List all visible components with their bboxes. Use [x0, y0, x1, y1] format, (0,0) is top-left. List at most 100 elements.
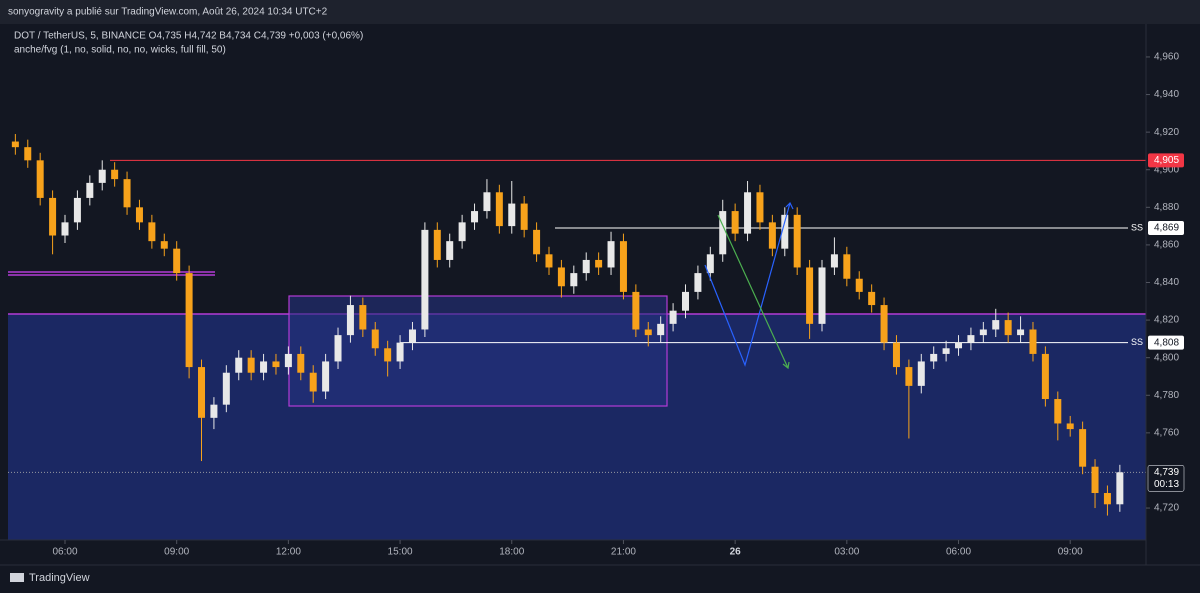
candle-body — [1017, 329, 1025, 336]
countdown: 00:13 — [1154, 479, 1179, 490]
price-label: 4,869 — [1154, 223, 1179, 234]
price-label-box — [1148, 335, 1184, 350]
candle-body — [830, 254, 838, 268]
candle-body — [371, 329, 379, 349]
candle-body — [11, 141, 19, 148]
candle-body — [1054, 399, 1062, 424]
candle-body — [768, 222, 776, 249]
x-tick-label: 03:00 — [834, 547, 859, 558]
candle-body — [98, 169, 106, 183]
candle-body — [520, 203, 528, 230]
x-tick-label: 21:00 — [611, 547, 636, 558]
y-tick-label: 4,860 — [1154, 240, 1179, 251]
header-bar — [0, 0, 1200, 24]
footer: TradingView — [29, 572, 90, 584]
candle-body — [818, 267, 826, 324]
candle-body — [657, 323, 665, 336]
candle-body — [173, 248, 181, 274]
candle-body — [644, 329, 652, 336]
candle-body — [992, 320, 1000, 330]
candle-body — [111, 169, 119, 180]
indicator-line: anche/fvg (1, no, solid, no, no, wicks, … — [14, 45, 226, 56]
candle-body — [905, 367, 913, 386]
candle-body — [1116, 472, 1124, 505]
candle-body — [595, 259, 603, 268]
candle-body — [582, 259, 590, 274]
y-tick-label: 4,960 — [1154, 52, 1179, 63]
candle-body — [222, 372, 230, 405]
price-label-box — [1148, 220, 1184, 235]
candle-body — [1041, 353, 1049, 400]
candle-body — [607, 241, 615, 268]
candle-body — [756, 192, 764, 223]
candle-body — [781, 214, 789, 249]
x-tick-label: 18:00 — [499, 547, 524, 558]
candle-body — [86, 182, 94, 198]
candle-body — [669, 310, 677, 324]
candle-body — [471, 211, 479, 223]
candle-body — [49, 197, 57, 236]
symbol-line: DOT / TetherUS, 5, BINANCE O4,735 H4,742… — [14, 31, 363, 42]
y-tick-label: 4,760 — [1154, 428, 1179, 439]
candle-body — [793, 214, 801, 268]
candle-body — [719, 211, 727, 255]
y-tick-label: 4,840 — [1154, 277, 1179, 288]
candle-body — [396, 342, 404, 362]
candle-body — [148, 222, 156, 242]
candle-body — [533, 229, 541, 255]
candle-body — [1079, 429, 1087, 467]
x-tick-label: 26 — [730, 547, 742, 558]
candle-body — [185, 273, 193, 368]
candle-body — [260, 361, 268, 373]
candle-body — [247, 357, 255, 373]
candle-body — [545, 254, 553, 268]
drawing-path — [717, 214, 789, 369]
candle-body — [1029, 329, 1037, 354]
candle-body — [731, 211, 739, 234]
candle-body — [806, 267, 814, 324]
candle-body — [892, 342, 900, 368]
candle-body — [135, 207, 143, 223]
drawing-path — [704, 202, 791, 367]
x-tick-label: 09:00 — [1058, 547, 1083, 558]
arrow-head — [782, 361, 790, 370]
candle-body — [880, 305, 888, 343]
x-tick-label: 12:00 — [276, 547, 301, 558]
candle-body — [73, 197, 81, 223]
candle-body — [979, 329, 987, 336]
y-tick-label: 4,920 — [1154, 127, 1179, 138]
y-tick-label: 4,720 — [1154, 503, 1179, 514]
candle-body — [619, 241, 627, 292]
candle-body — [632, 291, 640, 330]
candle-body — [160, 241, 168, 249]
y-tick-label: 4,800 — [1154, 352, 1179, 363]
y-tick-label: 4,780 — [1154, 390, 1179, 401]
y-tick-label: 4,880 — [1154, 202, 1179, 213]
price-label: 4,808 — [1154, 337, 1179, 348]
candle-body — [570, 273, 578, 287]
plot — [8, 134, 1146, 516]
candle-body — [421, 229, 429, 330]
candle-body — [508, 203, 516, 227]
candle-body — [694, 273, 702, 292]
level-tag: SS — [1131, 222, 1143, 232]
candle-body — [198, 367, 206, 418]
candle-body — [36, 160, 44, 198]
level-tag: SS — [1131, 337, 1143, 347]
candle-body — [458, 222, 466, 242]
candle-body — [744, 192, 752, 234]
candle-body — [855, 278, 863, 292]
candle-body — [408, 329, 416, 343]
candle-body — [359, 305, 367, 330]
price-label-box — [1148, 153, 1184, 168]
candle-body — [123, 179, 131, 208]
candle-body — [483, 192, 491, 212]
candle-body — [346, 305, 354, 336]
arrow-head — [785, 201, 794, 210]
candle-body — [272, 361, 280, 368]
fvg-box — [288, 295, 668, 407]
candle-body — [322, 361, 330, 392]
candle-body — [61, 222, 69, 236]
candle-body — [706, 254, 714, 274]
